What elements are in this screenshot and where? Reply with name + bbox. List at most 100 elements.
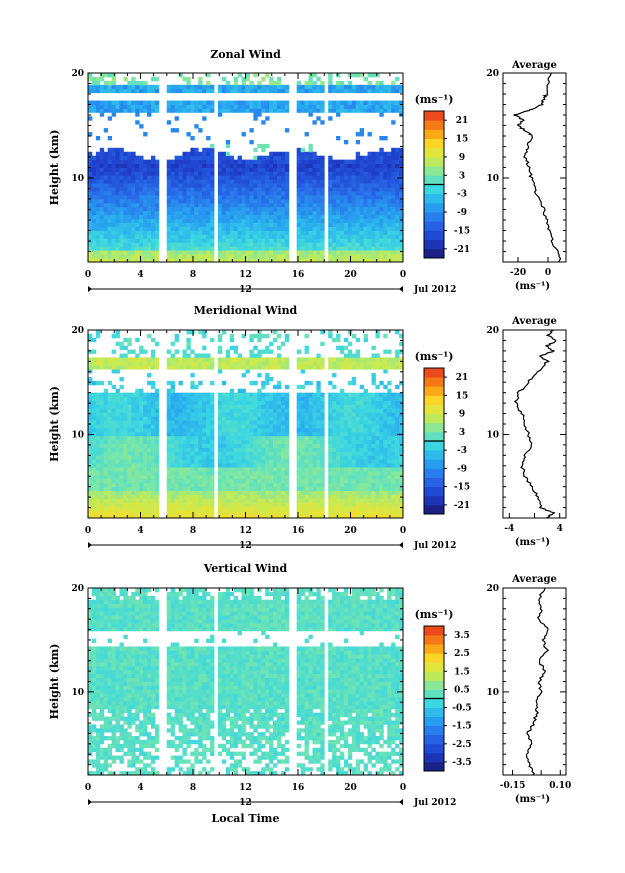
- heatmap-cell: [182, 431, 187, 437]
- heatmap-cell: [107, 455, 113, 460]
- heatmap-cell: [379, 179, 384, 184]
- heatmap-cell: [178, 412, 183, 417]
- heatmap-cell: [253, 455, 258, 460]
- heatmap-cell: [300, 155, 305, 161]
- heatmap-cell: [166, 408, 172, 413]
- heatmap-cell: [221, 226, 227, 231]
- heatmap-cell: [332, 250, 337, 255]
- heatmap-cell: [328, 467, 333, 472]
- heatmap-cell: [194, 384, 199, 390]
- heatmap-cell: [277, 167, 282, 172]
- heatmap-cell: [399, 199, 404, 204]
- heatmap-cell: [221, 330, 227, 335]
- heatmap-cell: [217, 459, 223, 464]
- heatmap-cell: [166, 443, 172, 448]
- heatmap-cell: [336, 396, 341, 401]
- heatmap-cell: [296, 451, 302, 456]
- heatmap-cell: [99, 506, 105, 511]
- heatmap-cell: [300, 206, 305, 212]
- heatmap-cell: [241, 195, 246, 200]
- heatmap-cell: [194, 250, 199, 255]
- heatmap-cell: [347, 108, 353, 113]
- heatmap-cell: [182, 443, 187, 448]
- heatmap-cell: [383, 159, 388, 164]
- heatmap-cell: [257, 365, 262, 370]
- heatmap-cell: [312, 218, 317, 224]
- heatmap-cell: [304, 199, 309, 204]
- heatmap-cell: [99, 404, 105, 409]
- heatmap-cell: [237, 474, 242, 480]
- heatmap-cell: [190, 242, 195, 247]
- heatmap-cell: [202, 431, 207, 437]
- heatmap-cell: [182, 471, 187, 476]
- heatmap-cell: [131, 463, 136, 468]
- heatmap-cell: [347, 80, 353, 86]
- heatmap-cell: [217, 163, 223, 168]
- heatmap-cell: [139, 84, 144, 90]
- heatmap-cell: [241, 412, 246, 417]
- heatmap-cell: [111, 416, 116, 421]
- heatmap-cell: [221, 506, 227, 511]
- heatmap-cell: [355, 183, 361, 188]
- heatmap-cell: [143, 246, 148, 251]
- heatmap-cell: [312, 482, 317, 488]
- heatmap-cell: [304, 416, 309, 421]
- heatmap-cell: [332, 451, 337, 456]
- heatmap-cell: [217, 396, 223, 401]
- heatmap-cell: [371, 159, 376, 164]
- heatmap-cell: [245, 242, 250, 247]
- heatmap-cell: [174, 443, 179, 448]
- heatmap-cell: [351, 191, 357, 196]
- heatmap-cell: [217, 471, 223, 476]
- heatmap-cell: [210, 88, 215, 94]
- heatmap-cell: [265, 84, 270, 90]
- heatmap-cell: [123, 455, 128, 460]
- heatmap-cell: [170, 341, 176, 347]
- heatmap-cell: [300, 199, 305, 204]
- heatmap-cell: [198, 104, 203, 109]
- heatmap-cell: [186, 420, 191, 425]
- heatmap-cell: [127, 230, 132, 235]
- heatmap-cell: [206, 84, 211, 90]
- heatmap-cell: [257, 435, 262, 441]
- heatmap-cell: [304, 365, 309, 370]
- heatmap-cell: [225, 246, 231, 251]
- heatmap-cell: [139, 486, 144, 491]
- heatmap-cell: [194, 191, 199, 196]
- heatmap-cell: [253, 486, 258, 491]
- heatmap-cell: [304, 345, 309, 350]
- heatmap-cell: [194, 183, 199, 188]
- heatmap-cell: [320, 120, 325, 125]
- heatmap-cell: [139, 345, 144, 350]
- heatmap-cell: [280, 254, 286, 259]
- heatmap-cell: [233, 357, 239, 362]
- heatmap-cell: [91, 226, 97, 231]
- heatmap-cell: [351, 206, 357, 212]
- heatmap-cell: [284, 250, 290, 255]
- heatmap-cell: [107, 427, 113, 433]
- heatmap-cell: [284, 234, 290, 239]
- heatmap-cell: [139, 404, 144, 409]
- heatmap-cell: [253, 392, 258, 397]
- heatmap-cell: [261, 147, 266, 153]
- heatmap-cell: [99, 416, 105, 421]
- heatmap-cell: [284, 218, 290, 224]
- heatmap-cell: [166, 424, 172, 429]
- heatmap-cell: [280, 341, 286, 347]
- heatmap-cell: [99, 447, 105, 452]
- heatmap-cell: [383, 202, 388, 208]
- heatmap-cell: [253, 230, 258, 235]
- heatmap-cell: [99, 471, 105, 476]
- heatmap-cell: [174, 254, 179, 259]
- heatmap-cell: [174, 396, 179, 401]
- heatmap-cell: [312, 357, 317, 362]
- heatmap-cell: [182, 242, 187, 247]
- heatmap-cell: [284, 400, 290, 405]
- heatmap-cell: [336, 502, 341, 507]
- heatmap-cell: [328, 206, 333, 212]
- heatmap-cell: [320, 459, 325, 464]
- heatmap-cell: [304, 506, 309, 511]
- heatmap-cell: [107, 380, 113, 386]
- heatmap-cell: [261, 214, 266, 220]
- heatmap-cell: [249, 167, 254, 172]
